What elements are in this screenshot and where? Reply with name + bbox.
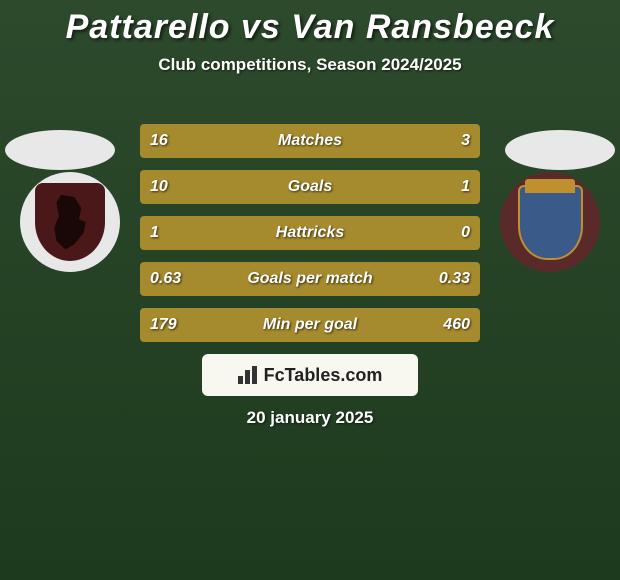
date-label: 20 january 2025	[247, 408, 374, 428]
chart-icon	[238, 366, 260, 384]
stat-value-left: 0.63	[150, 270, 181, 288]
stat-row: 10 Goals 1	[140, 170, 480, 204]
stat-label: Hattricks	[276, 224, 344, 242]
stat-row: 0.63 Goals per match 0.33	[140, 262, 480, 296]
shield-icon	[35, 183, 105, 261]
stat-value-left: 1	[150, 224, 159, 242]
site-logo: FcTables.com	[202, 354, 418, 396]
stats-container: 16 Matches 3 10 Goals 1 1 Hattricks 0 0.…	[140, 124, 480, 354]
stat-row: 1 Hattricks 0	[140, 216, 480, 250]
stat-value-left: 179	[150, 316, 177, 334]
player-right-photo	[505, 130, 615, 170]
stat-value-right: 0	[461, 224, 470, 242]
stat-label: Goals	[288, 178, 332, 196]
club-badge-right	[500, 172, 600, 272]
stat-value-right: 460	[443, 316, 470, 334]
stat-value-right: 3	[461, 132, 470, 150]
subtitle: Club competitions, Season 2024/2025	[0, 55, 620, 75]
stat-row: 179 Min per goal 460	[140, 308, 480, 342]
stat-value-right: 0.33	[439, 270, 470, 288]
player-left-photo	[5, 130, 115, 170]
logo-text: FcTables.com	[264, 365, 383, 386]
shield-icon	[518, 185, 583, 260]
stat-value-left: 10	[150, 178, 168, 196]
stat-label: Matches	[278, 132, 342, 150]
stat-row: 16 Matches 3	[140, 124, 480, 158]
stat-value-left: 16	[150, 132, 168, 150]
horse-icon	[48, 195, 93, 250]
page-title: Pattarello vs Van Ransbeeck	[0, 0, 620, 47]
club-badge-left	[20, 172, 120, 272]
stat-label: Min per goal	[263, 316, 357, 334]
stat-value-right: 1	[461, 178, 470, 196]
stat-label: Goals per match	[247, 270, 372, 288]
stat-bar-right	[426, 124, 480, 158]
